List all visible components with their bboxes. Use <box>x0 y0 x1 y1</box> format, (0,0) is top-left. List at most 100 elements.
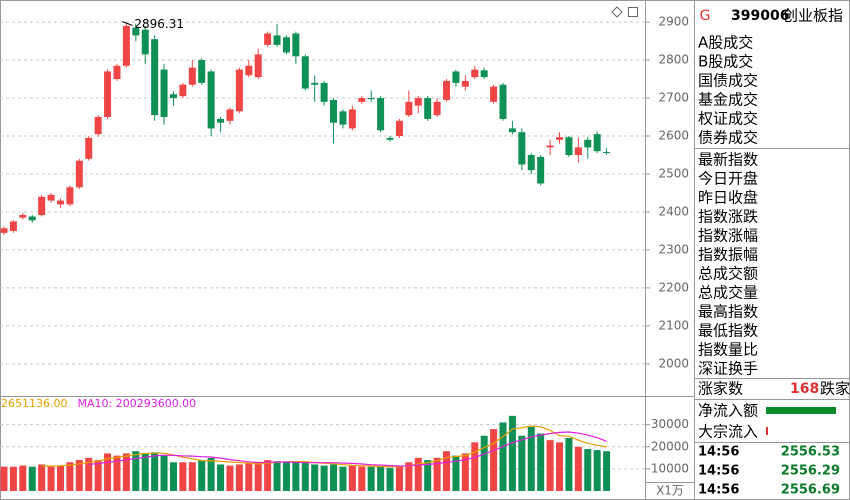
panel-row: 昨日收盘 <box>698 189 758 207</box>
volume-bar <box>414 457 422 491</box>
y-tick-label: 2000 <box>658 356 689 370</box>
volume-bar <box>377 466 385 491</box>
volume-bar <box>405 462 413 491</box>
net-inflow-bar <box>766 407 836 414</box>
volume-bar <box>537 433 545 491</box>
volume-bar <box>320 465 328 491</box>
panel-row: A股成交 <box>698 34 753 52</box>
ma-line <box>41 425 607 468</box>
candle-body <box>245 65 253 76</box>
y-tick-label: 2400 <box>658 204 689 218</box>
candle-body <box>527 155 535 171</box>
volume-bar <box>546 440 554 491</box>
y-tick-label: 10000 <box>651 461 689 475</box>
volume-bar <box>169 462 177 491</box>
candle-body <box>452 71 460 83</box>
unit-label: X1万 <box>656 484 684 498</box>
volume-bar <box>264 460 272 491</box>
index-code: 399006 <box>731 8 789 24</box>
volume-bar <box>151 452 159 491</box>
net-inflow-label: 净流入额 <box>698 402 758 420</box>
volume-bar <box>443 451 451 491</box>
volume-bar <box>0 466 8 491</box>
volume-bar <box>56 465 64 491</box>
tick-time: 14:56 <box>698 483 739 498</box>
candle-body <box>56 200 64 205</box>
candle-body <box>38 196 46 215</box>
candle-body <box>499 84 507 119</box>
volume-bar <box>452 455 460 491</box>
tick-time: 14:56 <box>698 445 739 460</box>
volume-bar <box>94 460 102 491</box>
candle-body <box>179 84 187 97</box>
candle-body <box>405 101 413 116</box>
candle-body <box>235 69 243 112</box>
candle-body <box>443 80 451 100</box>
candle-body <box>85 137 93 159</box>
candle-body <box>141 29 149 55</box>
candle-body <box>518 132 526 165</box>
volume-bar <box>28 466 36 491</box>
y-tick-label: 2900 <box>658 15 689 29</box>
candle-body <box>301 56 309 89</box>
volume-bar <box>75 460 83 491</box>
candle-body <box>424 98 432 119</box>
candle-body <box>94 117 102 135</box>
volume-bar <box>358 466 366 491</box>
annotation-arrow <box>122 21 133 26</box>
tick-time: 14:56 <box>698 464 739 479</box>
volume-bar <box>47 466 55 491</box>
volume-bar <box>38 464 46 491</box>
volume-bar <box>593 450 601 491</box>
candle-body <box>377 98 385 131</box>
candle-body <box>188 67 196 85</box>
volume-bar <box>301 462 309 491</box>
volume-bar <box>330 464 338 491</box>
panel-row: 最低指数 <box>698 322 758 340</box>
volume-bar <box>556 442 564 491</box>
volume-bar <box>66 462 74 491</box>
volume-bar <box>574 446 582 491</box>
candle-body <box>330 99 338 123</box>
candle-body <box>122 25 130 66</box>
volume-bar <box>508 415 516 491</box>
candle-body <box>584 139 592 148</box>
volume-bar <box>235 464 243 491</box>
panel-row: B股成交 <box>698 53 753 71</box>
volume-bar <box>122 453 130 491</box>
volume-bar <box>9 466 17 491</box>
candle-body <box>490 86 498 102</box>
candle-body <box>9 221 17 231</box>
candle-body <box>226 109 234 121</box>
panel-row: 总成交额 <box>698 265 758 283</box>
annotation-label: 2896.31 <box>134 17 184 31</box>
up-label: 涨家数 <box>698 380 743 398</box>
candle-body <box>471 69 479 78</box>
candle-body <box>19 215 27 218</box>
candle-body <box>339 111 347 125</box>
index-name: 创业板指 <box>783 7 843 25</box>
candle-body <box>66 187 74 205</box>
volume-bar <box>395 465 403 491</box>
volume-bar <box>217 464 225 491</box>
panel-row: 权证成交 <box>698 110 758 128</box>
candle-body <box>461 80 469 87</box>
panel-row: 深证换手 <box>698 360 758 378</box>
volume-bar <box>85 457 93 491</box>
diamond-icon[interactable] <box>611 6 623 18</box>
candle-body <box>395 120 403 137</box>
candle-body <box>160 69 168 118</box>
candle-body <box>358 98 366 102</box>
y-tick-label: 2200 <box>658 280 689 294</box>
volume-bar <box>348 465 356 491</box>
candle-body <box>28 216 36 221</box>
legend-entry: 2651136.00 <box>1 397 67 410</box>
square-icon[interactable] <box>628 7 638 17</box>
volume-bar <box>424 460 432 491</box>
candle-body <box>113 65 121 80</box>
candle-body <box>104 71 112 118</box>
volume-bar <box>179 462 187 491</box>
candle-body <box>603 151 611 153</box>
candle-body <box>367 98 375 100</box>
candle-body <box>0 228 8 233</box>
